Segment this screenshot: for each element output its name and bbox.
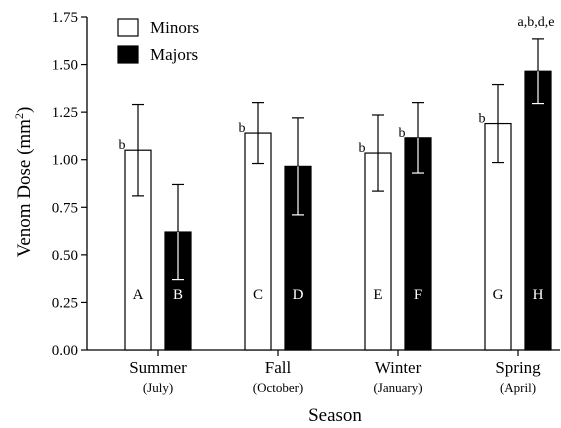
y-tick-label: 1.75 — [52, 10, 78, 26]
x-tick-label: Spring — [495, 358, 541, 377]
x-tick-sublabel: (April) — [500, 380, 536, 395]
bar-letter-label: D — [293, 287, 304, 303]
significance-label: b — [239, 121, 246, 136]
y-axis-title-close: ) — [14, 107, 35, 113]
y-axis-title-main: Venom Dose (mm — [14, 119, 35, 257]
labels: Ab Cb Eb Gb B D Fb Ha,b,d,e — [119, 15, 555, 303]
bar-minors-fall — [244, 132, 272, 351]
y-tick-label: 0.50 — [52, 248, 78, 264]
y-tick-label: 1.50 — [52, 58, 78, 74]
y-tick-label: 0.25 — [52, 295, 78, 311]
bar-letter-label: F — [414, 287, 422, 303]
bar-letter-label: G — [493, 287, 504, 303]
significance-label: a,b,d,e — [518, 15, 555, 30]
legend-label-minors: Minors — [150, 18, 199, 37]
significance-label: b — [399, 126, 406, 141]
significance-label: b — [479, 112, 486, 127]
significance-label: b — [359, 141, 366, 156]
y-tick-label: 1.00 — [52, 153, 78, 169]
x-tick-sublabel: (October) — [253, 380, 304, 395]
x-tick-label: Fall — [265, 358, 292, 377]
y-tick-label: 1.25 — [52, 105, 78, 121]
legend-swatch-minors — [117, 18, 139, 37]
y-axis-title-superscript: 2 — [12, 113, 26, 119]
bar-letter-label: B — [173, 287, 183, 303]
bar-letter-label: H — [533, 287, 544, 303]
bars — [124, 70, 552, 351]
legend-label-majors: Majors — [150, 45, 198, 64]
significance-label: b — [119, 138, 126, 153]
bar-letter-label: E — [373, 287, 382, 303]
y-tick-label: 0.75 — [52, 200, 78, 216]
bar-majors-spring — [524, 70, 552, 351]
y-tick-label: 0.00 — [52, 343, 78, 359]
y-axis-title: Venom Dose (mm2) — [12, 107, 35, 258]
legend-swatch-majors — [117, 45, 139, 64]
x-tick-sublabel: (July) — [143, 380, 173, 395]
legend: Minors Majors — [117, 18, 199, 64]
x-tick-sublabel: (January) — [373, 380, 422, 395]
x-axis-title: Season — [308, 405, 362, 426]
bar-letter-label: A — [133, 287, 144, 303]
axes: 0.00 0.25 0.50 0.75 1.00 1.25 1.50 1.75 Summer (J… — [52, 10, 560, 395]
x-tick-label: Winter — [375, 358, 422, 377]
bar-letter-label: C — [253, 287, 263, 303]
x-tick-label: Summer — [129, 358, 187, 377]
error-bars — [132, 38, 544, 281]
